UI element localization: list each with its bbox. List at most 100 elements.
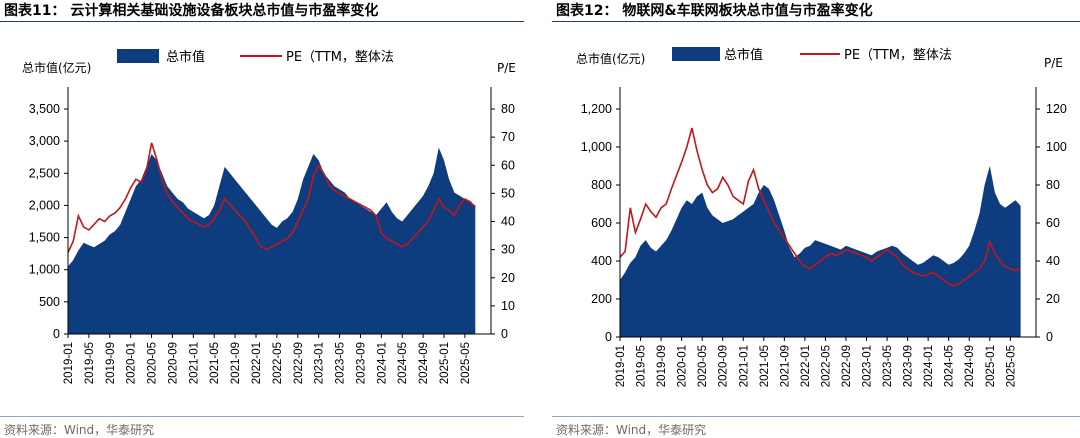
x-tick-label: 2021-05 [209, 342, 221, 384]
x-tick-label: 2023-09 [355, 342, 367, 384]
market-cap-area [620, 166, 1021, 337]
x-tick-label: 2019-05 [636, 345, 648, 387]
x-tick-label: 2020-09 [718, 345, 730, 387]
left-tick-label: 600 [591, 216, 612, 230]
left-tick-label: 1,000 [581, 140, 612, 154]
x-tick-label: 2020-05 [697, 345, 709, 387]
pe-line [619, 127, 1021, 287]
title-rule-left [0, 21, 524, 22]
left-tick-label: 1,500 [29, 231, 60, 245]
x-tick-label: 2025-05 [460, 342, 472, 384]
left-tick-label: 0 [53, 327, 60, 341]
right-tick-labels: 0 20 40 60 80 100 120 [1036, 102, 1067, 344]
right-tick-label: 80 [1046, 178, 1060, 192]
left-tick-label: 2,500 [29, 166, 60, 180]
x-tick-label: 2022-09 [293, 342, 305, 384]
right-tick-label: 100 [1046, 140, 1067, 154]
x-tick-label: 2019-01 [615, 345, 627, 387]
legend-right: 总市值 PE（TTM，整体法 [672, 47, 952, 63]
left-tick-label: 500 [39, 295, 60, 309]
chart-title-right: 图表12： 物联网&车联网板块总市值与市盈率变化 [556, 3, 873, 19]
title-rule-right [552, 21, 1080, 22]
right-tick-label: 10 [501, 299, 515, 313]
left-tick-label: 1,000 [29, 263, 60, 277]
left-tick-label: 400 [591, 254, 612, 268]
x-tick-label: 2022-01 [800, 345, 812, 387]
plot-right [619, 87, 1037, 338]
x-tick-label: 2021-01 [188, 342, 200, 384]
right-tick-labels: 0 10 20 30 40 50 60 70 80 [491, 102, 515, 341]
right-tick-label: 60 [1046, 216, 1060, 230]
source-note-right: 资料来源：Wind，华泰研究 [556, 423, 707, 437]
plot-left [67, 87, 492, 335]
right-tick-label: 40 [501, 215, 515, 229]
x-tick-label: 2022-05 [820, 345, 832, 387]
right-tick-label: 50 [501, 186, 515, 200]
x-tick-label: 2024-05 [944, 345, 956, 387]
right-tick-label: 70 [501, 130, 515, 144]
right-tick-label: 30 [501, 243, 515, 257]
x-tick-label: 2020-05 [147, 342, 159, 384]
x-tick-label: 2024-09 [418, 342, 430, 384]
x-tick-label: 2020-09 [167, 342, 179, 384]
right-tick-label: 20 [501, 271, 515, 285]
legend-area-label: 总市值 [724, 47, 763, 63]
left-tick-label: 2,000 [29, 198, 60, 212]
x-tick-label: 2019-09 [105, 342, 117, 384]
x-tick-label: 2022-05 [272, 342, 284, 384]
left-tick-labels: 0 500 1,000 1,500 2,000 2,500 3,000 3,500 [29, 102, 68, 341]
legend-area-swatch [672, 47, 720, 61]
right-axis-label: P/E [1044, 56, 1063, 70]
x-tick-label: 2021-09 [779, 345, 791, 387]
x-tick-label: 2024-09 [964, 345, 976, 387]
legend-area-swatch [117, 49, 159, 63]
source-note-left: 资料来源：Wind，华泰研究 [4, 423, 155, 437]
x-tick-label: 2024-05 [397, 342, 409, 384]
chart-left: 0 500 1,000 1,500 2,000 2,500 3,000 3,500 0 10 20… [22, 49, 516, 384]
x-tick-label: 2023-09 [903, 345, 915, 387]
right-axis-label: P/E [497, 61, 516, 75]
x-tick-labels: 2019-01 2019-05 2019-09 2020-01 2020-05 2020-… [615, 337, 1017, 387]
right-tick-label: 120 [1046, 102, 1067, 116]
x-tick-label: 2024-01 [923, 345, 935, 387]
pe-line [67, 142, 476, 253]
x-tick-label: 2024-01 [376, 342, 388, 384]
x-tick-label: 2021-01 [738, 345, 750, 387]
x-tick-label: 2023-05 [335, 342, 347, 384]
left-tick-label: 3,000 [29, 134, 60, 148]
x-tick-label: 2020-01 [126, 342, 138, 384]
left-tick-label: 200 [591, 292, 612, 306]
legend-line-label: PE（TTM，整体法 [286, 50, 394, 65]
legend-line-label: PE（TTM，整体法 [844, 48, 952, 63]
x-tick-label: 2023-01 [314, 342, 326, 384]
x-tick-label: 2021-09 [230, 342, 242, 384]
bottom-rule-left [0, 416, 524, 417]
x-tick-label: 2019-09 [656, 345, 668, 387]
x-tick-label: 2025-05 [1005, 345, 1017, 387]
chart-title-left: 图表11： 云计算相关基础设施设备板块总市值与市盈率变化 [4, 3, 379, 19]
left-tick-label: 800 [591, 178, 612, 192]
x-tick-label: 2022-09 [841, 345, 853, 387]
x-tick-label: 2025-01 [985, 345, 997, 387]
right-tick-label: 0 [501, 327, 508, 341]
x-tick-labels: 2019-01 2019-05 2019-09 2020-01 2020-05 2020-… [63, 334, 472, 384]
right-tick-label: 20 [1046, 292, 1060, 306]
right-tick-label: 80 [501, 102, 515, 116]
legend-area-label: 总市值 [166, 49, 205, 65]
right-tick-label: 40 [1046, 254, 1060, 268]
x-tick-label: 2021-05 [759, 345, 771, 387]
x-tick-label: 2025-01 [439, 342, 451, 384]
x-tick-label: 2023-01 [862, 345, 874, 387]
legend-left: 总市值 PE（TTM，整体法 [117, 49, 394, 65]
x-tick-label: 2022-01 [251, 342, 263, 384]
x-tick-label: 2020-01 [677, 345, 689, 387]
right-tick-label: 60 [501, 158, 515, 172]
bottom-rule-right [552, 416, 1080, 417]
left-tick-labels: 0 200 400 600 800 1,000 1,200 [581, 102, 620, 344]
right-tick-label: 0 [1046, 330, 1053, 344]
x-tick-label: 2019-01 [63, 342, 75, 384]
market-cap-area [68, 147, 476, 334]
x-tick-label: 2019-05 [84, 342, 96, 384]
left-tick-label: 0 [605, 330, 612, 344]
